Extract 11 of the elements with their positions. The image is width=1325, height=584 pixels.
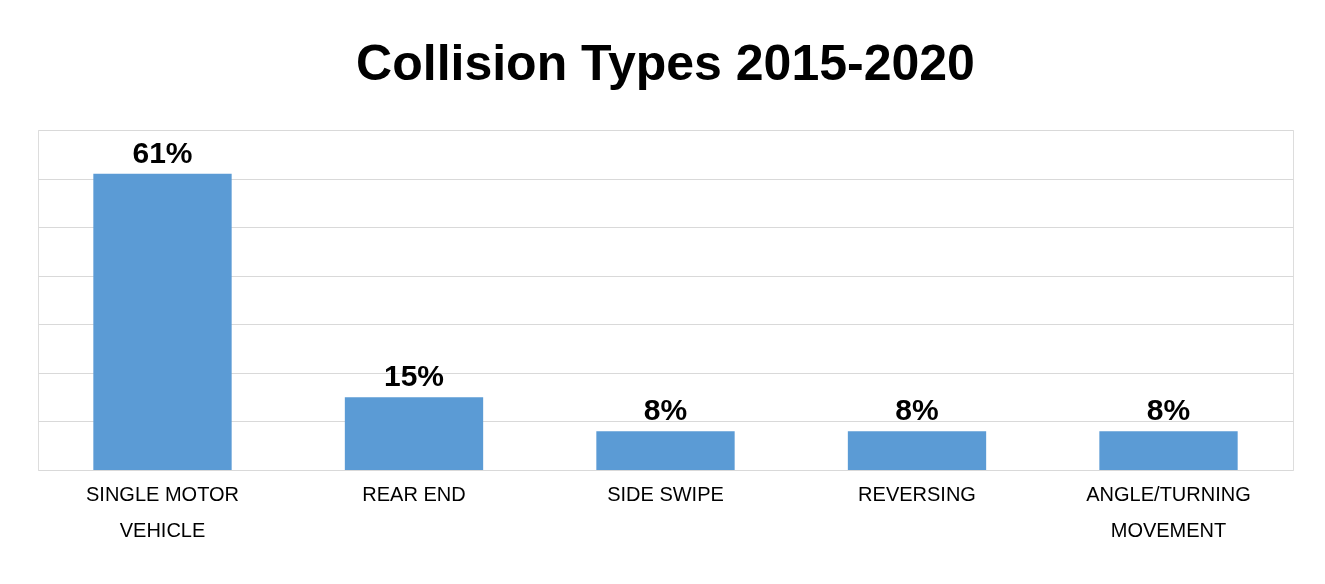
data-label: 8% (895, 393, 939, 427)
data-label: 8% (643, 393, 688, 427)
data-label: 15% (383, 359, 445, 393)
data-label: 8% (1146, 393, 1191, 427)
x-tick-label: ANGLE/TURNING MOVEMENT (1086, 482, 1251, 541)
chart-title: Collision Types 2015-2020 (356, 35, 975, 91)
x-tick-label: REAR END (362, 482, 466, 505)
data-label: 61% (132, 135, 193, 169)
x-tick-label: REVERSING (858, 482, 976, 505)
x-tick-label: SINGLE MOTOR VEHICLE (85, 482, 239, 541)
x-tick-label: SIDE SWIPE (607, 482, 724, 505)
